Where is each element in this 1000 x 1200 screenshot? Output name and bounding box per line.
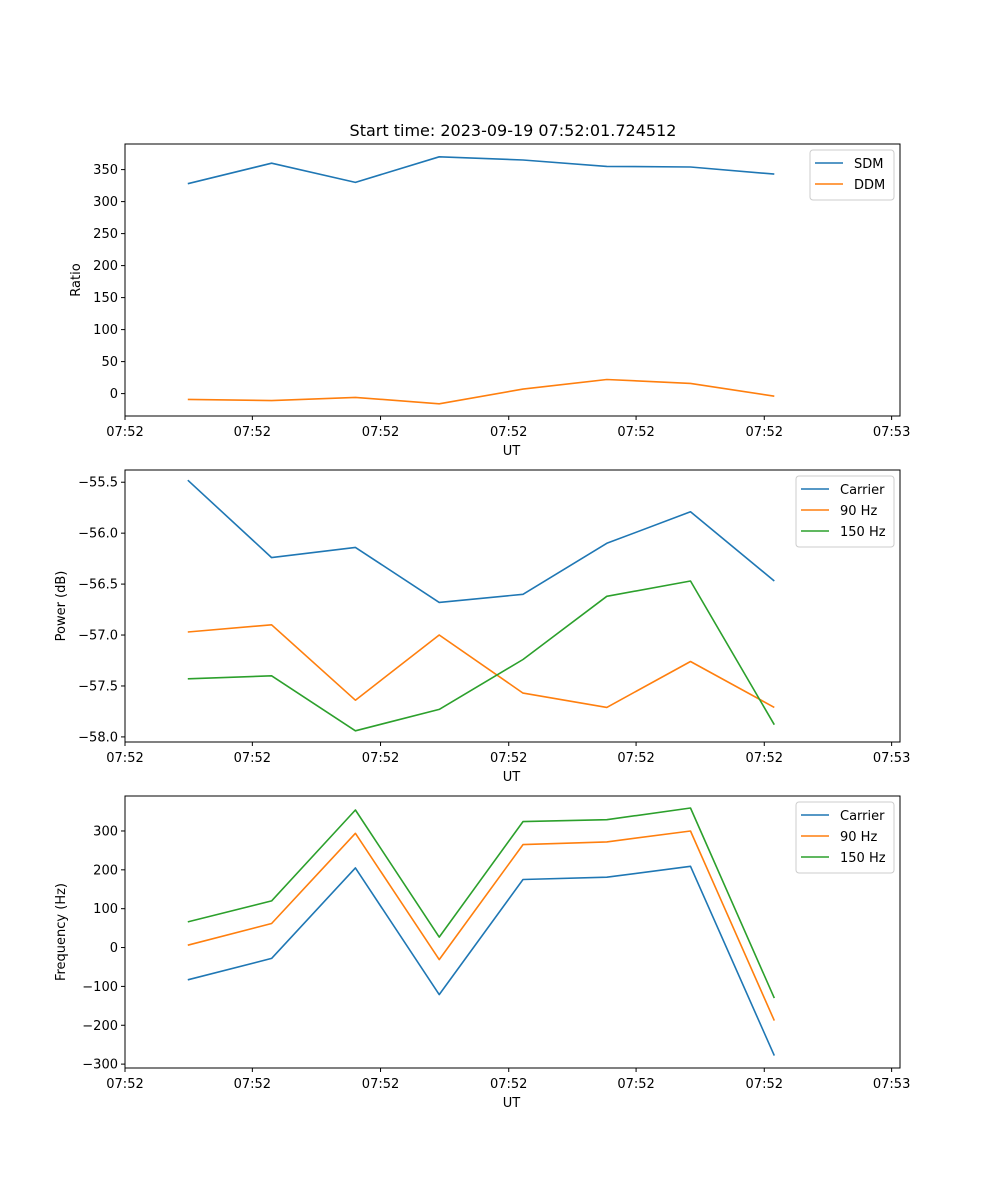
power-y-tick-label: −56.0: [78, 527, 118, 542]
ratio-y-tick-label: 50: [101, 355, 118, 370]
power-legend-label-90-hz: 90 Hz: [840, 504, 877, 519]
power-x-axis-label: UT: [503, 770, 521, 785]
frequency-y-tick-label: 0: [110, 941, 118, 956]
frequency-x-tick-label: 07:53: [873, 1077, 910, 1092]
power-x-tick-label: 07:52: [617, 751, 654, 766]
ratio-x-axis-label: UT: [503, 444, 521, 459]
frequency-legend-label-carrier: Carrier: [840, 809, 885, 824]
power-x-tick-label: 07:52: [106, 751, 143, 766]
frequency-series-150-hz-line: [187, 807, 776, 999]
power-series-90-hz-line: [187, 623, 775, 709]
frequency-x-tick-label: 07:52: [362, 1077, 399, 1092]
ratio-x-tick-label: 07:52: [362, 425, 399, 440]
ratio-y-tick-label: 300: [93, 195, 118, 210]
ratio-x-tick-label: 07:52: [617, 425, 654, 440]
ratio-x-tick-label: 07:52: [106, 425, 143, 440]
ratio-legend-label-sdm: SDM: [854, 157, 883, 172]
ratio-plot-frame: [124, 143, 901, 417]
power-x-tick-label: 07:52: [234, 751, 271, 766]
power-series-carrier-line: [187, 479, 775, 604]
frequency-y-tick-label: −300: [82, 1058, 118, 1073]
power-y-tick-label: −57.5: [78, 679, 118, 694]
ratio-y-axis-label: Ratio: [69, 263, 84, 296]
power-x-tick-label: 07:52: [362, 751, 399, 766]
frequency-x-tick-label: 07:52: [234, 1077, 271, 1092]
frequency-y-tick-label: −200: [82, 1019, 118, 1034]
power-panel: −58.0 −57.5 −57.0 −56.5 −56.0 −55.5 07:52 07:52…: [54, 469, 910, 785]
power-y-tick-label: −58.0: [78, 730, 118, 745]
frequency-x-axis-label: UT: [503, 1096, 521, 1111]
frequency-series-90-hz-line: [187, 830, 776, 1021]
frequency-x-tick-label: 07:52: [106, 1077, 143, 1092]
ratio-series-ddm-line: [187, 378, 775, 405]
frequency-x-tick-label: 07:52: [746, 1077, 783, 1092]
ratio-x-tick-label: 07:52: [234, 425, 271, 440]
frequency-series-carrier-line: [187, 865, 776, 1056]
power-series-150-hz-line: [187, 580, 775, 732]
frequency-x-tick-label: 07:52: [617, 1077, 654, 1092]
ratio-y-tick-label: 350: [93, 163, 118, 178]
ratio-panel: 0 50 100 150 200 250 300 350 07:52 07:52 07:52 07:5…: [69, 143, 910, 459]
frequency-y-axis-label: Frequency (Hz): [54, 883, 69, 981]
ratio-y-tick-label: 150: [93, 291, 118, 306]
ratio-y-tick-label: 250: [93, 227, 118, 242]
power-legend-label-carrier: Carrier: [840, 483, 885, 498]
frequency-y-tick-label: −100: [82, 980, 118, 995]
frequency-x-tick-label: 07:52: [490, 1077, 527, 1092]
ratio-y-tick-label: 0: [110, 387, 118, 402]
frequency-plot-frame: [124, 795, 901, 1069]
power-y-tick-label: −56.5: [78, 578, 118, 593]
power-y-tick-label: −55.5: [78, 476, 118, 491]
ratio-y-tick-label: 200: [93, 259, 118, 274]
frequency-y-tick-label: 300: [93, 824, 118, 839]
power-y-tick-label: −57.0: [78, 629, 118, 644]
chart-title: Start time: 2023-09-19 07:52:01.724512: [350, 121, 677, 140]
ratio-x-tick-label: 07:52: [490, 425, 527, 440]
power-x-tick-label: 07:53: [873, 751, 910, 766]
frequency-y-tick-label: 200: [93, 863, 118, 878]
ratio-series-sdm-line: [187, 156, 775, 185]
frequency-legend-label-150-hz: 150 Hz: [840, 851, 886, 866]
ratio-y-tick-label: 100: [93, 323, 118, 338]
frequency-y-tick-label: 100: [93, 902, 118, 917]
power-legend: [795, 475, 895, 548]
power-x-tick-label: 07:52: [490, 751, 527, 766]
frequency-legend-label-90-hz: 90 Hz: [840, 830, 877, 845]
frequency-legend: [795, 801, 895, 874]
ratio-x-tick-label: 07:52: [746, 425, 783, 440]
frequency-panel: −300 −200 −100 0 100 200 300 07:52 07:52 07:52 07:…: [54, 795, 910, 1111]
power-y-axis-label: Power (dB): [54, 571, 69, 642]
power-plot-frame: [124, 469, 901, 743]
power-legend-label-150-hz: 150 Hz: [840, 525, 886, 540]
ratio-legend-label-ddm: DDM: [854, 178, 885, 193]
ratio-x-tick-label: 07:53: [873, 425, 910, 440]
power-x-tick-label: 07:52: [746, 751, 783, 766]
